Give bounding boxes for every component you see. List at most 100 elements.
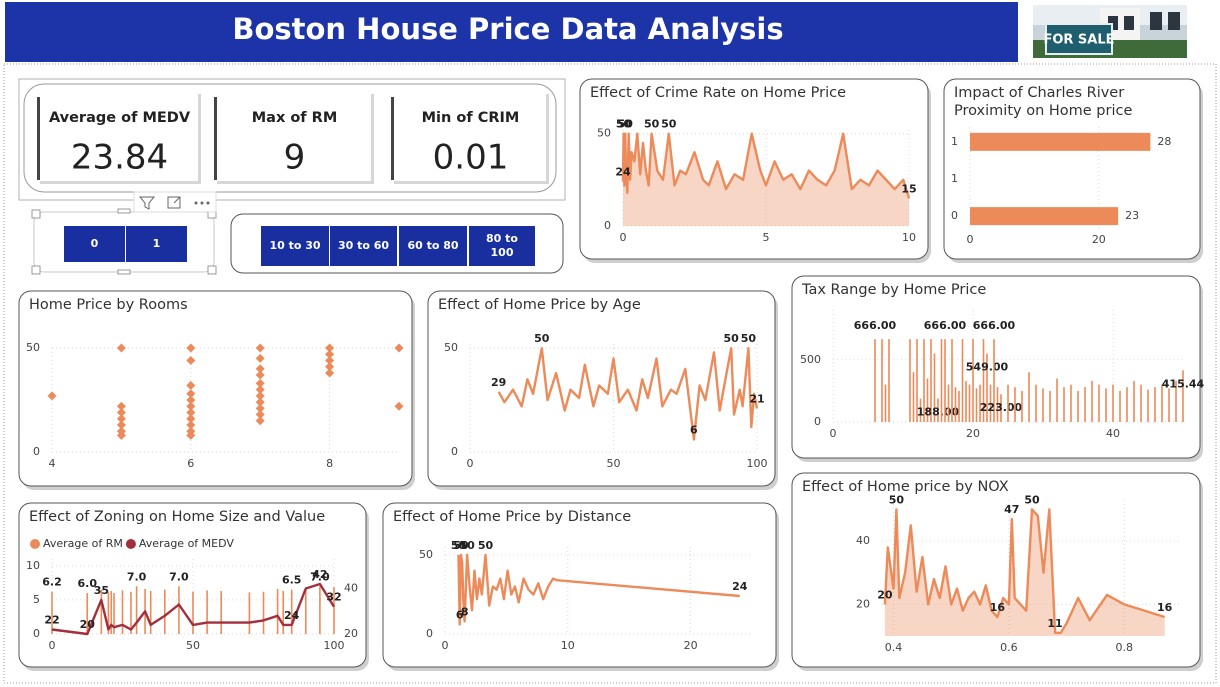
slicer-button[interactable]: 60 to 80 [399, 226, 467, 266]
header-bar [5, 2, 1018, 62]
data-label: 22 [44, 613, 59, 626]
bar [113, 593, 115, 634]
y-tick-label: 0 [451, 445, 458, 458]
line [883, 508, 1166, 634]
card-value: 9 [284, 138, 306, 178]
panel [791, 472, 1201, 668]
x-tick-label: 0 [620, 231, 627, 244]
x-tick-label: 0 [967, 233, 974, 246]
area [884, 509, 1165, 636]
bar [940, 339, 943, 422]
bar [951, 339, 953, 422]
data-label: 50 [644, 118, 660, 131]
bar [970, 132, 1151, 151]
data-label: 188.00 [917, 406, 960, 419]
point [255, 385, 265, 395]
y-tick-label: 500 [800, 353, 821, 366]
bar [972, 339, 974, 422]
point [116, 401, 126, 411]
bar [881, 339, 883, 422]
point [394, 401, 404, 411]
point [255, 391, 265, 401]
point [325, 355, 335, 365]
point [116, 407, 126, 417]
point [186, 430, 196, 440]
data-label: 50 [889, 493, 905, 506]
x-tick-label: 50 [607, 457, 621, 470]
y-tick-label: 1 [951, 172, 958, 185]
data-label: 8 [461, 605, 469, 618]
y-tick-label: 50 [444, 341, 458, 354]
data-label: 11 [1047, 617, 1062, 630]
data-label: 7.0 [127, 570, 147, 583]
card-label: Min of CRIM [422, 110, 520, 126]
x-tick-label: 20 [966, 427, 980, 440]
x-tick-label: 0 [49, 639, 56, 652]
slicer-button[interactable]: 30 to 60 [330, 226, 397, 266]
y-tick-label: 50 [597, 127, 611, 140]
chart-title: Effect of Home Price by Age [438, 297, 641, 313]
bar [1000, 394, 1002, 422]
card-value: 0.01 [433, 138, 509, 178]
bar [206, 590, 208, 634]
data-label: 24 [284, 609, 300, 622]
line [621, 132, 911, 199]
data-label: 20 [877, 588, 893, 601]
panel [382, 502, 777, 668]
data-label: 24 [615, 166, 631, 179]
chart-title: Home Price by Rooms [29, 297, 188, 313]
bar [933, 353, 936, 422]
bar [1133, 380, 1135, 422]
point [255, 353, 265, 363]
point [186, 401, 196, 411]
bar [954, 387, 957, 422]
bar [1014, 387, 1016, 422]
slicer-button[interactable]: 80 to 100 [469, 226, 535, 266]
bar [1042, 388, 1044, 422]
data-label: 50 [1024, 493, 1040, 506]
data-label: 666.00 [924, 319, 967, 332]
point [255, 410, 265, 420]
y-tick-label: 50 [419, 548, 433, 561]
bar [107, 592, 110, 634]
data-label: 29 [491, 376, 506, 389]
point [186, 414, 196, 424]
bar [912, 372, 915, 422]
point [255, 343, 265, 353]
legend-label: Average of RM [43, 537, 123, 550]
data-label: 16 [990, 601, 1006, 614]
data-label: 32 [326, 591, 341, 604]
bar [1098, 384, 1100, 422]
chart-title: Effect of Home Price by Distance [393, 509, 632, 525]
bar [1105, 388, 1107, 422]
bar [130, 591, 132, 634]
bar [982, 339, 985, 422]
chart-title: Effect of Home price by NOX [802, 479, 1009, 495]
data-label: 35 [94, 584, 109, 597]
point [186, 355, 196, 365]
y-tick-label: 0 [33, 627, 40, 640]
visual-toolbar[interactable] [133, 191, 217, 213]
card-label: Average of MEDV [49, 110, 191, 126]
data-label: 50 [741, 332, 757, 345]
x-tick-label: 4 [49, 457, 56, 470]
slicer-button[interactable]: 1 [126, 226, 187, 262]
data-label: 50 [451, 539, 467, 552]
bar [51, 591, 53, 634]
data-label: 50 [618, 118, 634, 131]
slicer-button[interactable]: 10 to 30 [261, 226, 329, 266]
bar [1140, 384, 1142, 422]
line [51, 582, 336, 636]
y-tick-label: 1 [951, 135, 958, 148]
page-border [3, 63, 1217, 684]
bar [970, 207, 1119, 226]
x-tick-label: 10 [902, 231, 916, 244]
point [186, 420, 196, 430]
y-tick-label: 40 [856, 534, 870, 547]
slicer-button[interactable]: 0 [64, 226, 125, 262]
point [325, 349, 335, 359]
point [186, 395, 196, 405]
bar [993, 339, 995, 422]
y-tick-label: 0 [604, 219, 611, 232]
